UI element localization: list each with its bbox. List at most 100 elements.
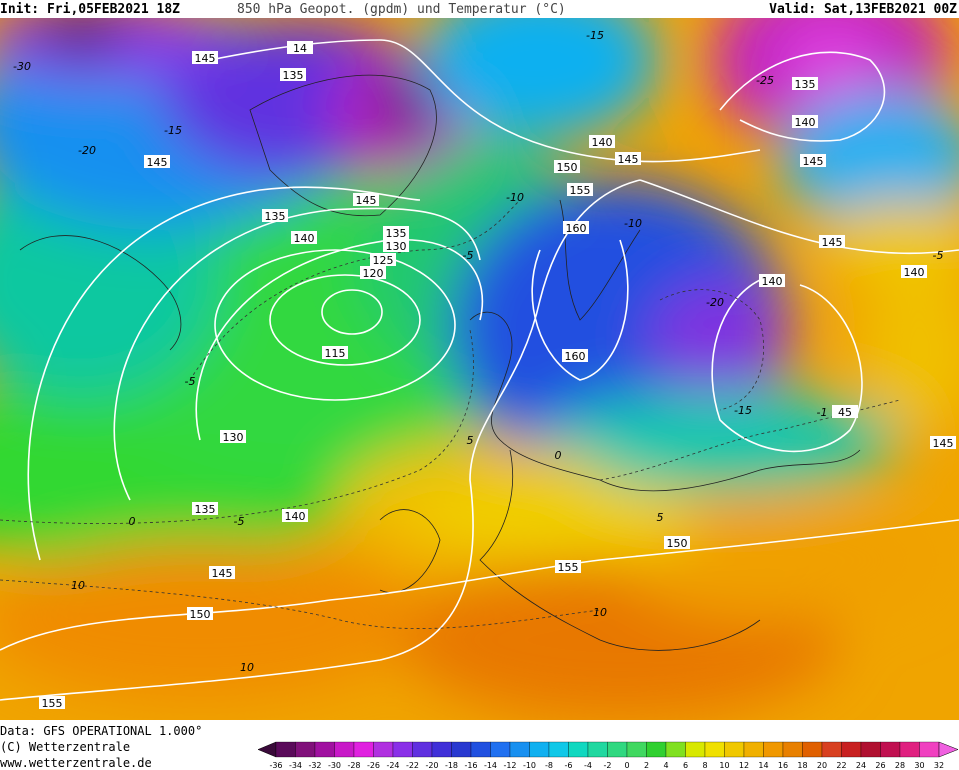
colorbar-tick-label: -4: [584, 761, 592, 770]
colorbar-tick-label: 12: [739, 761, 749, 770]
temperature-region: [780, 90, 959, 230]
colorbar-segment: [490, 741, 511, 758]
colorbar-tick-label: -26: [367, 761, 380, 770]
contour-label: 135: [283, 69, 304, 82]
colorbar-segment: [412, 741, 433, 758]
temperature-region: [420, 18, 660, 140]
contour-label-box: [819, 235, 845, 248]
colorbar-segment: [860, 741, 881, 758]
contour-label-box: [220, 430, 246, 443]
temperature-label: 10: [71, 579, 85, 592]
colorbar-tick-label: 4: [663, 761, 668, 770]
colorbar-tick-label: -12: [503, 761, 516, 770]
init-time: Init: Fri,05FEB2021 18Z: [0, 2, 180, 17]
contour-label-box: [360, 266, 386, 279]
temperature-region: [620, 500, 940, 620]
contour-label-box: [209, 566, 235, 579]
temperature-label: -10: [624, 217, 642, 230]
contour-label-box: [563, 221, 589, 234]
temperature-region: [860, 270, 959, 430]
temperature-label: -20: [706, 296, 724, 309]
colorbar-tick-label: -14: [484, 761, 497, 770]
colorbar-segment: [685, 741, 706, 758]
contour-label: 130: [386, 240, 407, 253]
temperature-label: -5: [463, 249, 474, 262]
temperature-label: -5: [185, 375, 196, 388]
colorbar-arrow-left: [257, 741, 277, 758]
contour-label-box: [291, 231, 317, 244]
colorbar-segment: [607, 741, 628, 758]
colorbar-segment: [587, 741, 608, 758]
contour-label: 145: [356, 194, 377, 207]
contour-label-box: [322, 346, 348, 359]
contour-label-box: [759, 274, 785, 287]
contour-label-box: [370, 253, 396, 266]
colorbar-tick-label: 0: [624, 761, 629, 770]
contour-label: 155: [42, 697, 63, 710]
contour-label-box: [280, 68, 306, 81]
temperature-region: [385, 70, 435, 130]
contour-label: 155: [558, 561, 579, 574]
contour-label: 160: [565, 350, 586, 363]
colorbar-segment: [431, 741, 452, 758]
contour-label-box: [144, 155, 170, 168]
temperature-label: 10: [593, 606, 607, 619]
contour-label: 150: [190, 608, 211, 621]
colorbar-segment: [373, 741, 394, 758]
contour-label-box: [287, 41, 313, 54]
contour-label-box: [282, 509, 308, 522]
colorbar-segment: [743, 741, 764, 758]
contour-label: 115: [325, 347, 346, 360]
colorbar: -36 -34 -32 -30 -28 -26 -24 -22 -20 -18 -16 -14 -12-…: [257, 741, 959, 770]
colorbar-segment: [529, 741, 550, 758]
colorbar-segment: [509, 741, 530, 758]
colorbar-tick-label: -36: [269, 761, 282, 770]
coastlines: [19, 74, 861, 651]
contour-label: 150: [557, 161, 578, 174]
contour-label: 145: [212, 567, 233, 580]
colorbar-segment: [275, 741, 296, 758]
temperature-label: 0: [129, 515, 136, 528]
colorbar-segment: [665, 741, 686, 758]
temperature-label: -20: [78, 144, 96, 157]
contour-label-box: [901, 265, 927, 278]
website: www.wetterzentrale.de: [0, 756, 152, 770]
colorbar-tick-label: 26: [875, 761, 885, 770]
contour-label-box: [383, 239, 409, 252]
contour-label: 160: [566, 222, 587, 235]
temperature-label: 5: [467, 434, 474, 447]
temperature-label: -5: [234, 515, 245, 528]
contour-label-box: [664, 536, 690, 549]
valid-time: Valid: Sat,13FEB2021 00Z: [769, 2, 957, 17]
contour-labels: 1451413514513514014513513012512011513013…: [13, 29, 956, 710]
colorbar-tick-label: 18: [797, 761, 807, 770]
contour-label-box: [930, 436, 956, 449]
colorbar-tick-label: 14: [758, 761, 768, 770]
contour-label-box: [187, 607, 213, 620]
contour-label-box: [383, 226, 409, 239]
contour-label: 145: [147, 156, 168, 169]
temperature-label: 5: [657, 511, 664, 524]
colorbar-segment: [880, 741, 901, 758]
contour-label: 125: [373, 254, 394, 267]
colorbar-segment: [704, 741, 725, 758]
contour-label: 145: [618, 153, 639, 166]
colorbar-tick-label: 16: [778, 761, 788, 770]
temperature-label: -15: [734, 404, 752, 417]
temperature-region: [540, 390, 900, 490]
temperature-region: [650, 280, 790, 400]
colorbar-segment: [334, 741, 355, 758]
colorbar-tick-label: -34: [289, 761, 302, 770]
map-area: 1451413514513514014513513012512011513013…: [0, 18, 959, 720]
contour-label: 145: [803, 155, 824, 168]
colorbar-tick-label: -16: [464, 761, 477, 770]
contour-label: 135: [795, 78, 816, 91]
colorbar-tick-label: -18: [445, 761, 458, 770]
colorbar-tick-label: -28: [347, 761, 360, 770]
contour-label: 135: [265, 210, 286, 223]
colorbar-tick-label: -30: [328, 761, 341, 770]
contour-label: 140: [285, 510, 306, 523]
colorbar-segment: [392, 741, 413, 758]
contour-label: 130: [223, 431, 244, 444]
header-bar: [0, 0, 959, 18]
